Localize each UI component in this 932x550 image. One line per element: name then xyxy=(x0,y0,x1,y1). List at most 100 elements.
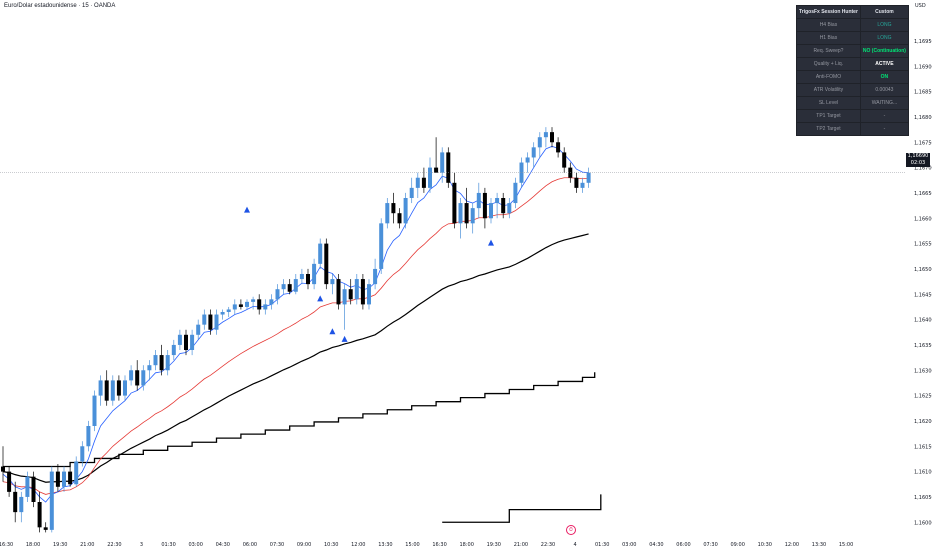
table-key: Quality + Liq. xyxy=(796,57,861,71)
current-price-badge: 1,16690 02:03 xyxy=(906,153,930,167)
candle-body xyxy=(574,177,579,188)
x-tick-label: 18:00 xyxy=(459,542,473,548)
candle-body xyxy=(543,132,548,138)
y-tick-label: 1,16900 xyxy=(914,64,932,70)
candle-body xyxy=(586,172,591,183)
candle-body xyxy=(367,284,371,305)
candle-body xyxy=(519,162,524,183)
x-tick-label: 16:30 xyxy=(432,542,446,548)
x-tick-label: 04:30 xyxy=(649,542,663,548)
table-key: H4 Bias xyxy=(796,18,861,32)
candle-body xyxy=(98,380,103,396)
x-tick-label: 01:30 xyxy=(161,542,175,548)
candle-body xyxy=(373,268,378,285)
x-tick-label: 07:30 xyxy=(270,542,284,548)
candle-body xyxy=(123,380,127,396)
candle-body xyxy=(165,355,170,371)
candle-body xyxy=(263,304,268,310)
candle-body xyxy=(580,182,585,188)
candle-body xyxy=(391,203,396,214)
x-tick-label: 19:30 xyxy=(53,542,67,548)
x-tick-label: 21:00 xyxy=(514,542,528,548)
candle-body xyxy=(415,177,420,188)
candle-body xyxy=(336,279,341,305)
x-tick-label: 06:00 xyxy=(676,542,690,548)
candle-body xyxy=(43,527,48,530)
lower-step-line xyxy=(442,494,602,523)
y-tick-label: 1,16000 xyxy=(914,520,932,526)
x-tick-label: 06:00 xyxy=(243,542,257,548)
table-row: ATR Volatility 0.00043 xyxy=(796,83,909,97)
candle-body xyxy=(184,334,188,350)
table-value: WAITING... xyxy=(859,96,909,110)
candle-body xyxy=(403,198,408,224)
y-tick-label: 1,16550 xyxy=(914,242,932,248)
candle-body xyxy=(129,370,134,381)
y-tick-label: 1,16800 xyxy=(914,115,932,121)
candle-body xyxy=(7,471,12,492)
candle-body xyxy=(190,334,195,350)
candle-body xyxy=(177,334,182,345)
candle-body xyxy=(556,142,561,153)
table-key: SL Level xyxy=(796,96,861,110)
y-tick-label: 1,16850 xyxy=(914,90,932,96)
table-value: LONG xyxy=(859,31,909,45)
y-tick-label: 1,16650 xyxy=(914,191,932,197)
candle-body xyxy=(360,279,365,305)
candle-body xyxy=(281,284,286,290)
candle-body xyxy=(74,461,79,485)
candle-body xyxy=(562,152,567,168)
table-row: H1 Bias LONG xyxy=(796,31,909,45)
candle-body xyxy=(379,223,384,269)
x-tick-label: 09:00 xyxy=(297,542,311,548)
table-value: - xyxy=(859,109,909,123)
table-value: NO (Continuation) xyxy=(859,44,909,58)
candle-body xyxy=(153,355,158,366)
ema-slow-line xyxy=(2,233,589,483)
x-tick-label: 4 xyxy=(574,542,577,548)
buy-signal-triangle xyxy=(244,206,250,213)
y-tick-label: 1,16500 xyxy=(914,267,932,273)
x-tick-label: 22:30 xyxy=(541,542,555,548)
candle-body xyxy=(306,274,310,285)
x-tick-label: 15:00 xyxy=(405,542,419,548)
candle-body xyxy=(245,301,249,307)
candle-body xyxy=(141,370,146,386)
candle-body xyxy=(489,203,493,219)
x-tick-label: 3 xyxy=(140,542,143,548)
chart-title: Euro/Dolar estadounidense · 15 · OANDA xyxy=(4,3,116,9)
candle-body xyxy=(324,243,329,285)
y-tick-label: 1,16700 xyxy=(914,166,932,172)
x-tick-label: 10:30 xyxy=(758,542,772,548)
x-tick-label: 12:00 xyxy=(785,542,799,548)
buy-signal-triangle xyxy=(329,328,336,335)
y-tick-label: 1,16950 xyxy=(914,39,932,45)
candle-body xyxy=(68,471,73,485)
candle-body xyxy=(171,344,176,356)
table-row: TP2 Target - xyxy=(796,122,909,136)
table-key: TP1 Target xyxy=(796,109,861,123)
table-row: H4 Bias LONG xyxy=(796,18,909,32)
candle-body xyxy=(49,471,54,530)
candle-body xyxy=(232,304,237,310)
candle-body xyxy=(86,426,91,447)
candle-body xyxy=(354,279,359,300)
candle-body xyxy=(238,304,243,307)
table-value: 0.00043 xyxy=(859,83,909,97)
candle-body xyxy=(55,471,60,487)
candle-body xyxy=(257,299,262,310)
candle-body xyxy=(428,167,432,188)
candle-body xyxy=(62,471,66,487)
x-tick-label: 07:30 xyxy=(703,542,717,548)
candle-body xyxy=(196,324,201,335)
x-tick-label: 15:00 xyxy=(839,542,853,548)
x-tick-label: 18:00 xyxy=(26,542,40,548)
candle-body xyxy=(269,299,274,305)
table-header-title: TrigosFx Session Hunter xyxy=(796,5,861,19)
table-value: ACTIVE xyxy=(859,57,909,71)
candle-body xyxy=(13,491,18,513)
candle-body xyxy=(421,177,426,188)
alert-clock-icon[interactable]: ⏱ xyxy=(566,525,576,535)
candle-body xyxy=(220,312,225,315)
